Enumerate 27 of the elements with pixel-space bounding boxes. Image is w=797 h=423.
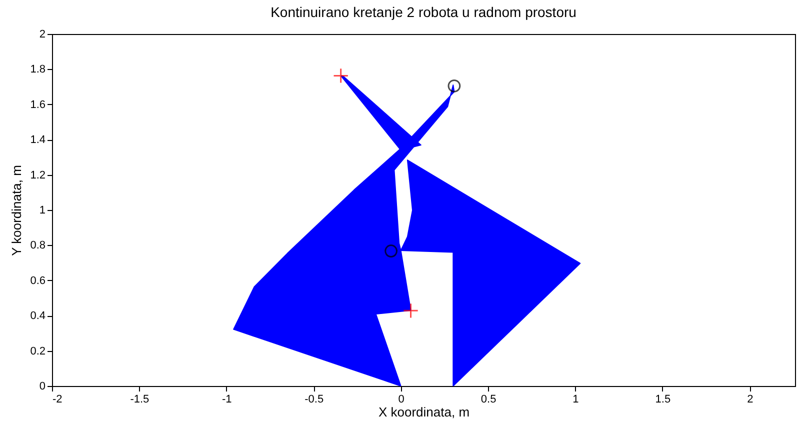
y-tick-label: 0.4 <box>30 310 46 322</box>
point <box>448 79 461 92</box>
x-tick-label: 1.5 <box>655 394 671 406</box>
point <box>402 302 419 318</box>
point <box>333 68 349 84</box>
y-tick-label: 0.8 <box>30 240 46 252</box>
x-tick-label: -0.5 <box>304 394 324 406</box>
x-axis-title: X koordinata, m <box>378 404 470 420</box>
y-tick-label: 1.6 <box>30 98 46 111</box>
y-tick-label: 0.2 <box>30 345 46 358</box>
point <box>384 244 398 258</box>
y-tick-label: 2 <box>39 28 46 40</box>
y-tick-label: 1 <box>39 204 46 216</box>
y-tick-label: 1.4 <box>30 134 46 146</box>
x-tick-label: 2 <box>747 394 754 406</box>
x-tick-label: -1.5 <box>130 394 150 406</box>
y-axis-title: Y koordinata, m <box>9 165 24 256</box>
y-tick-label: 0 <box>39 380 46 392</box>
y-tick-label: 1.8 <box>30 64 46 76</box>
chart-title: Kontinuirano kretanje 2 robota u radnom prostoru <box>270 4 576 20</box>
x-tick-label: -1 <box>222 394 232 406</box>
x-tick-label: -2 <box>52 394 62 406</box>
x-tick-label: 0.5 <box>480 394 496 406</box>
x-tick-label: 1 <box>572 394 579 406</box>
y-tick-label: 0.6 <box>30 274 46 287</box>
x-tick-label: 0 <box>398 394 404 406</box>
y-tick-label: 1.2 <box>30 169 46 182</box>
